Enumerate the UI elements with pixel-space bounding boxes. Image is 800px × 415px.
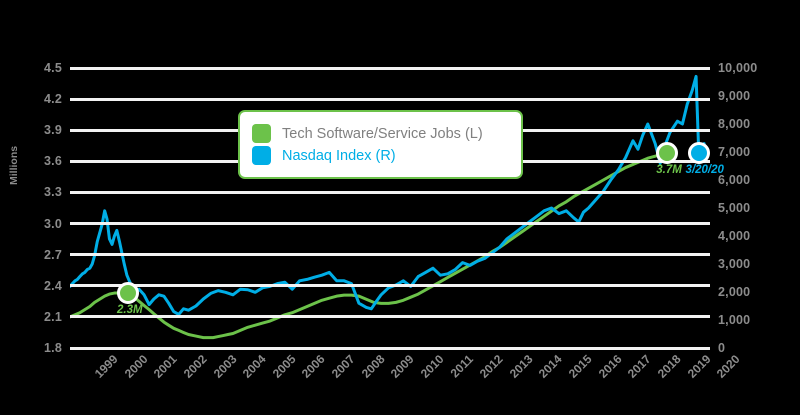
jobs-peak-2001-label: 2.3M [116,304,143,317]
y-tick-right: 10,000 [718,61,758,75]
x-tick: 2018 [654,352,684,381]
x-tick: 2000 [121,352,151,381]
y-axis-right-ticks: 10,000 9,000 8,000 7,000 6,000 5,000 4,000 3,00… [718,61,798,355]
jobs-peak-2001-marker[interactable] [116,282,139,305]
x-tick: 2007 [328,352,358,381]
x-tick: 2020 [714,352,743,381]
x-tick: 2016 [595,352,625,381]
x-tick: 2006 [299,352,329,381]
y-tick-right: 7,000 [718,145,751,159]
series-line-jobs [68,151,669,340]
legend-label-jobs: Tech Software/Service Jobs (L) [282,125,483,142]
x-tick: 2005 [269,352,299,381]
y-axis-left-ticks: 4.5 4.2 3.9 3.6 3.3 3.0 2.7 2.4 2.1 1.8 [0,61,62,355]
gridline [70,346,710,350]
y-tick-right: 4,000 [718,229,751,243]
y-tick-left: 4.5 [44,61,62,75]
y-tick-right: 0 [718,341,726,355]
y-tick-left: 2.1 [44,309,62,324]
legend-label-nasdaq: Nasdaq Index (R) [282,147,396,164]
x-tick: 2008 [358,352,388,381]
series-lines [68,74,706,340]
y-tick-left: 2.7 [44,247,62,262]
x-tick: 2011 [447,352,476,381]
x-tick: 2002 [180,352,210,381]
y-tick-right: 8,000 [718,117,751,131]
gridline [70,97,710,101]
x-tick: 2017 [625,352,654,381]
y-tick-left: 3.3 [44,185,62,200]
x-tick: 2004 [239,352,269,381]
x-tick: 2013 [506,352,536,381]
y-tick-left: 3.9 [44,123,62,138]
x-tick: 2012 [476,352,506,381]
y-tick-left: 1.8 [44,341,62,355]
nasdaq-covid-low-label: 3/20/20 [685,163,724,176]
gridline [70,284,710,288]
x-tick: 2019 [684,352,714,381]
y-tick-right: 5,000 [718,201,751,215]
x-tick: 2014 [536,352,566,381]
x-tick: 2010 [417,352,447,381]
y-tick-left: 3.0 [44,216,62,231]
gridline [70,66,710,70]
y-tick-right: 3,000 [718,257,751,271]
y-tick-left: 2.4 [44,278,62,293]
gridline [70,253,710,257]
y-tick-left: 3.6 [44,154,62,169]
jobs-latest-marker[interactable] [656,142,679,165]
jobs-latest-label: 3.7M [656,164,682,177]
gridline [70,315,710,319]
y-tick-left: 4.2 [44,92,62,107]
y-tick-right: 1,000 [718,313,751,327]
x-axis-ticks: 1999 2000 2001 2002 2003 2004 2005 2006 2007 2008… [70,352,743,412]
y-tick-right: 2,000 [718,285,751,299]
legend-item-jobs[interactable]: Tech Software/Service Jobs (L) [252,124,507,143]
gridline [70,222,710,226]
y-tick-right: 6,000 [718,173,751,187]
gridline [70,190,710,194]
x-tick: 2003 [210,352,240,381]
x-tick: 2009 [388,352,417,381]
legend-swatch-jobs [252,124,271,143]
x-tick: 2001 [151,352,180,381]
nasdaq-covid-low-marker[interactable] [687,141,710,164]
x-tick: 1999 [91,352,121,381]
y-tick-right: 9,000 [718,89,751,103]
legend-item-nasdaq[interactable]: Nasdaq Index (R) [252,146,507,165]
series-line-nasdaq [68,74,706,316]
chart-legend[interactable]: Tech Software/Service Jobs (L) Nasdaq In… [238,110,523,179]
x-tick: 2015 [565,352,595,381]
legend-swatch-nasdaq [252,146,271,165]
